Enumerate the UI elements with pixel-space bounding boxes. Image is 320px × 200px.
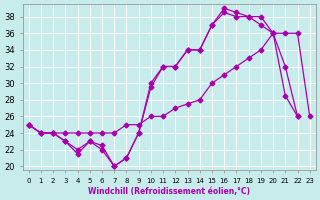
X-axis label: Windchill (Refroidissement éolien,°C): Windchill (Refroidissement éolien,°C): [88, 187, 250, 196]
